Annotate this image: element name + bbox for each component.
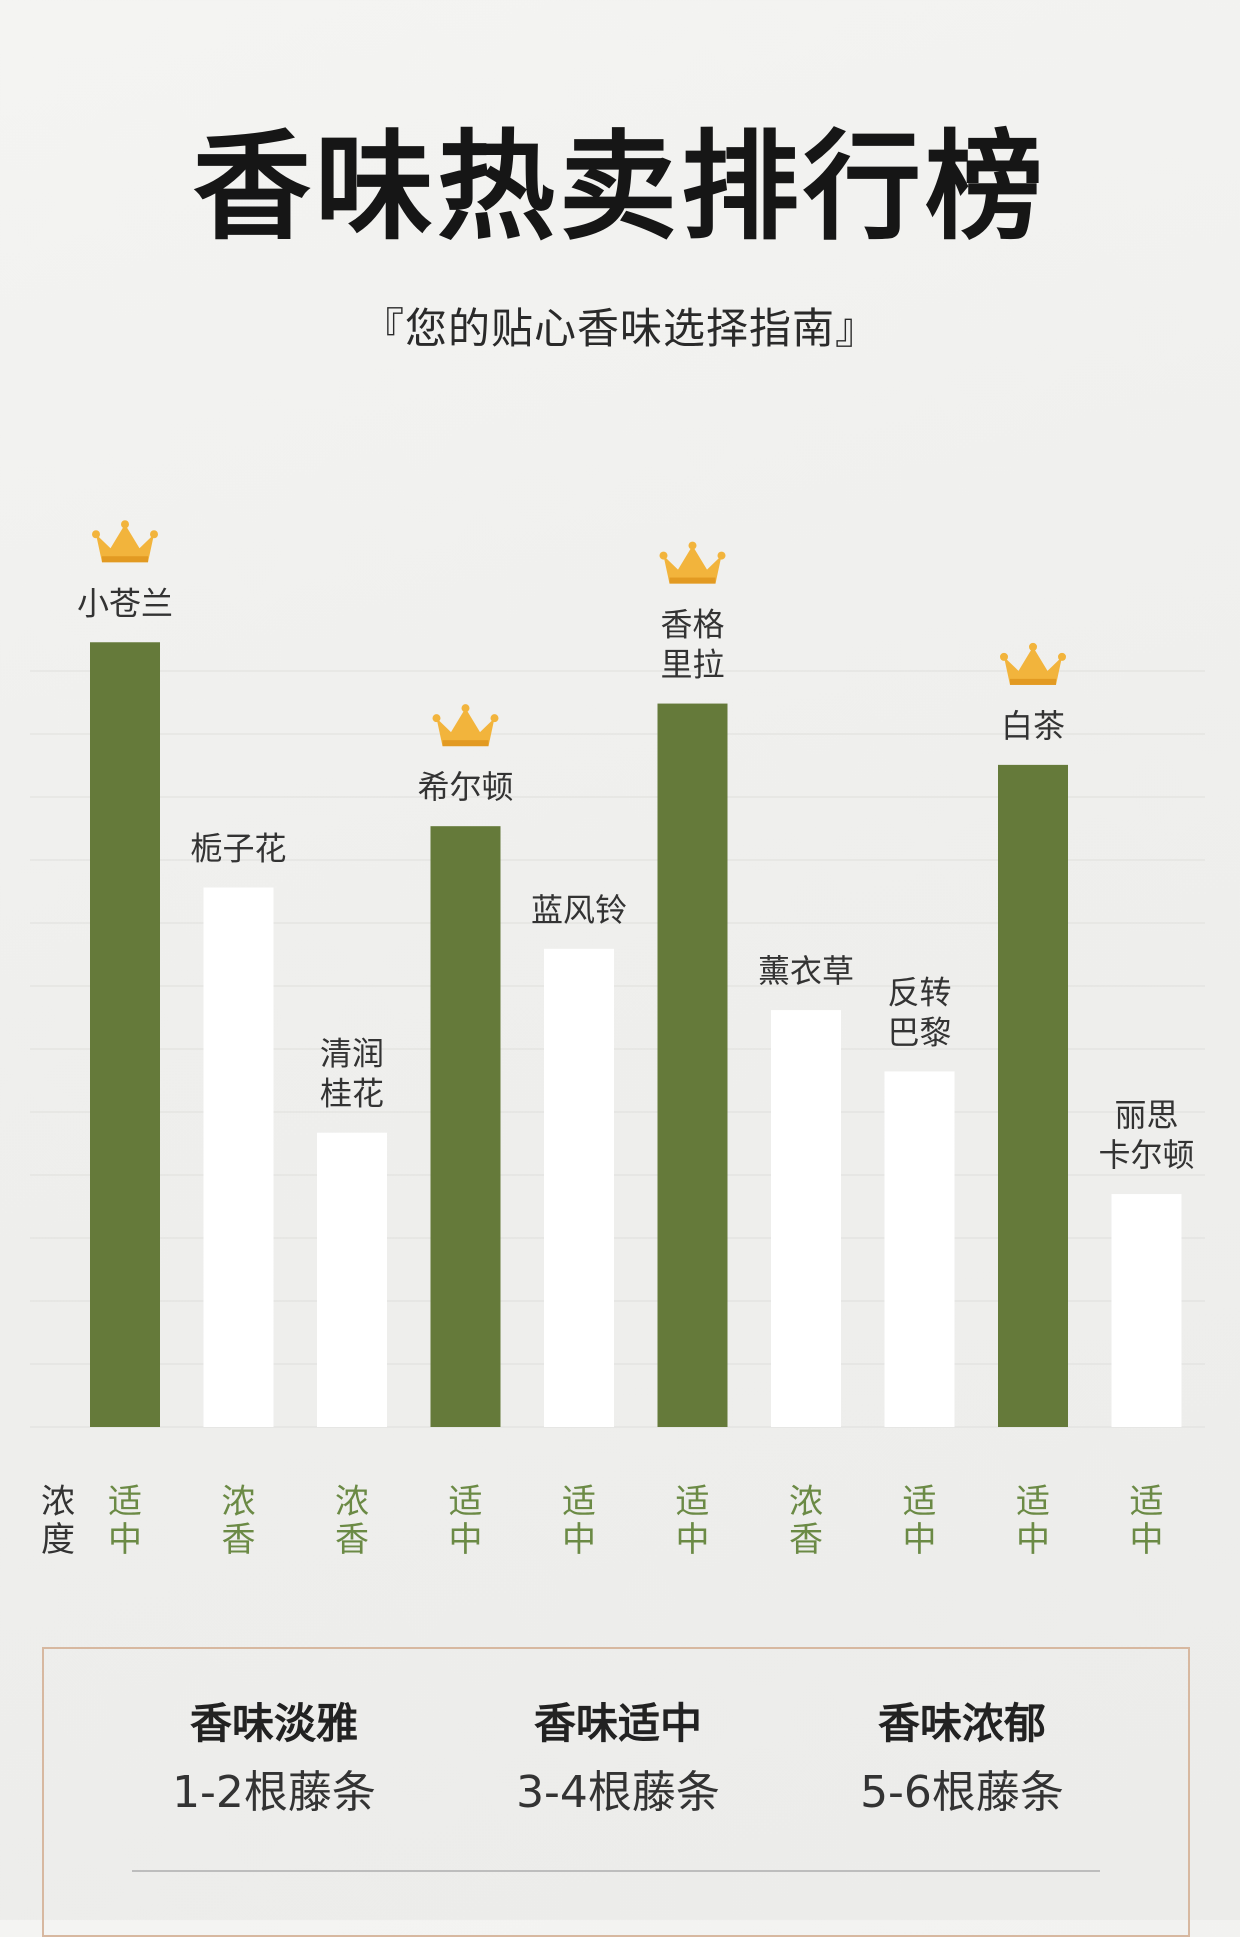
density-value: 适 — [562, 1482, 596, 1522]
density-value: 浓 — [222, 1482, 256, 1522]
density-value: 中 — [108, 1520, 142, 1560]
density-value: 中 — [449, 1520, 483, 1560]
bar — [1111, 1194, 1182, 1427]
guide-divider — [132, 1870, 1100, 1872]
density-value: 中 — [676, 1520, 710, 1560]
guide-light: 香味淡雅 1-2根藤条 — [84, 1703, 464, 1815]
guide-medium-sticks: 3-4根藤条 — [516, 1767, 720, 1818]
density-value: 中 — [562, 1520, 596, 1560]
density-axis-label: 浓 — [41, 1482, 75, 1522]
bar-label: 薰衣草 — [758, 952, 854, 990]
bar — [998, 764, 1068, 1427]
density-value: 浓 — [789, 1482, 823, 1522]
bar-label: 希尔顿 — [417, 768, 513, 806]
bar — [90, 642, 160, 1427]
bar-label: 清润 — [320, 1035, 384, 1073]
density-value: 适 — [1016, 1482, 1050, 1522]
bar-label: 巴黎 — [887, 1013, 951, 1051]
bar — [884, 1071, 955, 1427]
bar-label: 桂花 — [320, 1075, 384, 1113]
page-subtitle: 『您的贴心香味选择指南』 — [361, 304, 878, 353]
density-value: 适 — [903, 1482, 937, 1522]
guide-light-sticks: 1-2根藤条 — [172, 1767, 376, 1818]
density-value: 适 — [1130, 1482, 1164, 1522]
bar — [430, 826, 501, 1427]
bar — [657, 703, 728, 1427]
guide-medium-title: 香味适中 — [533, 1699, 702, 1748]
guide-medium: 香味适中 3-4根藤条 — [428, 1703, 808, 1815]
density-value: 香 — [222, 1520, 256, 1560]
bar — [771, 1010, 841, 1427]
bar — [544, 948, 614, 1427]
bar-label: 香格 — [660, 606, 724, 644]
bar-label: 蓝风铃 — [531, 891, 627, 929]
density-value: 适 — [676, 1482, 710, 1522]
bar-label: 小苍兰 — [77, 584, 173, 622]
bar-label: 卡尔顿 — [1098, 1136, 1194, 1174]
bar-label: 里拉 — [660, 646, 724, 684]
bar-label: 反转 — [887, 973, 951, 1011]
page-title: 香味热卖排行榜 — [192, 117, 1047, 256]
guide-strong-title: 香味浓郁 — [877, 1699, 1046, 1748]
guide-strong: 香味浓郁 5-6根藤条 — [772, 1703, 1152, 1815]
bar-label: 白茶 — [1001, 707, 1065, 745]
bar-label: 栀子花 — [190, 829, 286, 867]
density-value: 中 — [1130, 1520, 1164, 1560]
density-value: 适 — [449, 1482, 483, 1522]
bar-label: 丽思 — [1114, 1096, 1178, 1134]
density-axis-label: 度 — [41, 1520, 75, 1560]
density-value: 中 — [903, 1520, 937, 1560]
bar — [203, 887, 274, 1427]
ranking-bar-chart: 小苍兰适中栀子花浓香清润桂花浓香希尔顿适中蓝风铃适中香格里拉适中薰衣草浓香反转巴… — [30, 520, 1205, 1560]
density-value: 适 — [108, 1482, 142, 1522]
density-value: 浓 — [335, 1482, 369, 1522]
usage-guide-box: 香味淡雅 1-2根藤条 香味适中 3-4根藤条 香味浓郁 5-6根藤条 — [42, 1647, 1190, 1937]
crown-icon — [659, 541, 726, 584]
density-value: 香 — [335, 1520, 369, 1560]
crown-icon — [92, 520, 158, 563]
density-value: 中 — [1016, 1520, 1050, 1560]
bar — [317, 1132, 387, 1427]
crown-icon — [1000, 642, 1066, 685]
guide-light-title: 香味淡雅 — [189, 1699, 358, 1748]
guide-strong-sticks: 5-6根藤条 — [860, 1767, 1064, 1818]
density-value: 香 — [789, 1520, 823, 1560]
crown-icon — [432, 704, 499, 747]
